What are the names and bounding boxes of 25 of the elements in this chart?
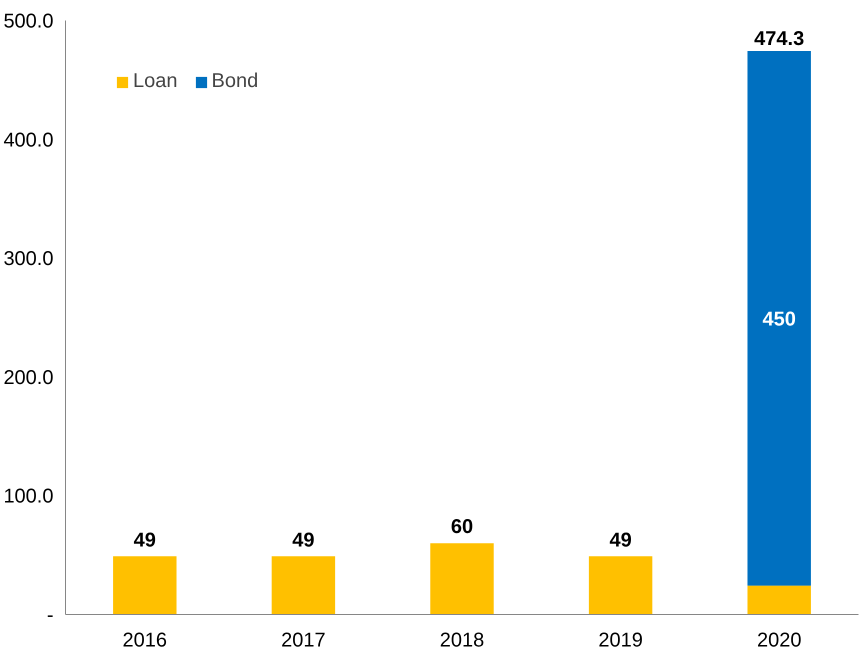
data-label: 450: [762, 308, 796, 330]
x-tick-label: 2018: [440, 630, 484, 649]
bar: [588, 556, 652, 614]
data-label: 49: [609, 529, 632, 552]
y-tick-label: 400.0: [3, 129, 54, 152]
legend-label: Bond: [212, 70, 258, 93]
bar: [272, 556, 336, 614]
bar: [747, 51, 811, 586]
y-tick-label: 300.0: [3, 248, 54, 270]
data-label: 60: [450, 516, 474, 538]
total-label: 474.3: [754, 28, 804, 50]
y-tick-label: 200.0: [3, 366, 54, 389]
y-tick-label: 500.0: [3, 10, 54, 32]
x-tick-label: 2016: [122, 630, 168, 649]
bar: [430, 543, 494, 614]
y-tick-label: 100.0: [3, 486, 54, 508]
bar: [113, 556, 177, 614]
data-label: 49: [134, 529, 156, 552]
y-tick-label: -: [46, 604, 54, 626]
x-tick-label: 2020: [756, 630, 802, 649]
data-label: 49: [292, 529, 315, 552]
bar: [747, 586, 811, 614]
legend-label: Loan: [133, 70, 178, 93]
x-tick-label: 2019: [598, 630, 643, 649]
x-tick-label: 2017: [281, 630, 326, 649]
